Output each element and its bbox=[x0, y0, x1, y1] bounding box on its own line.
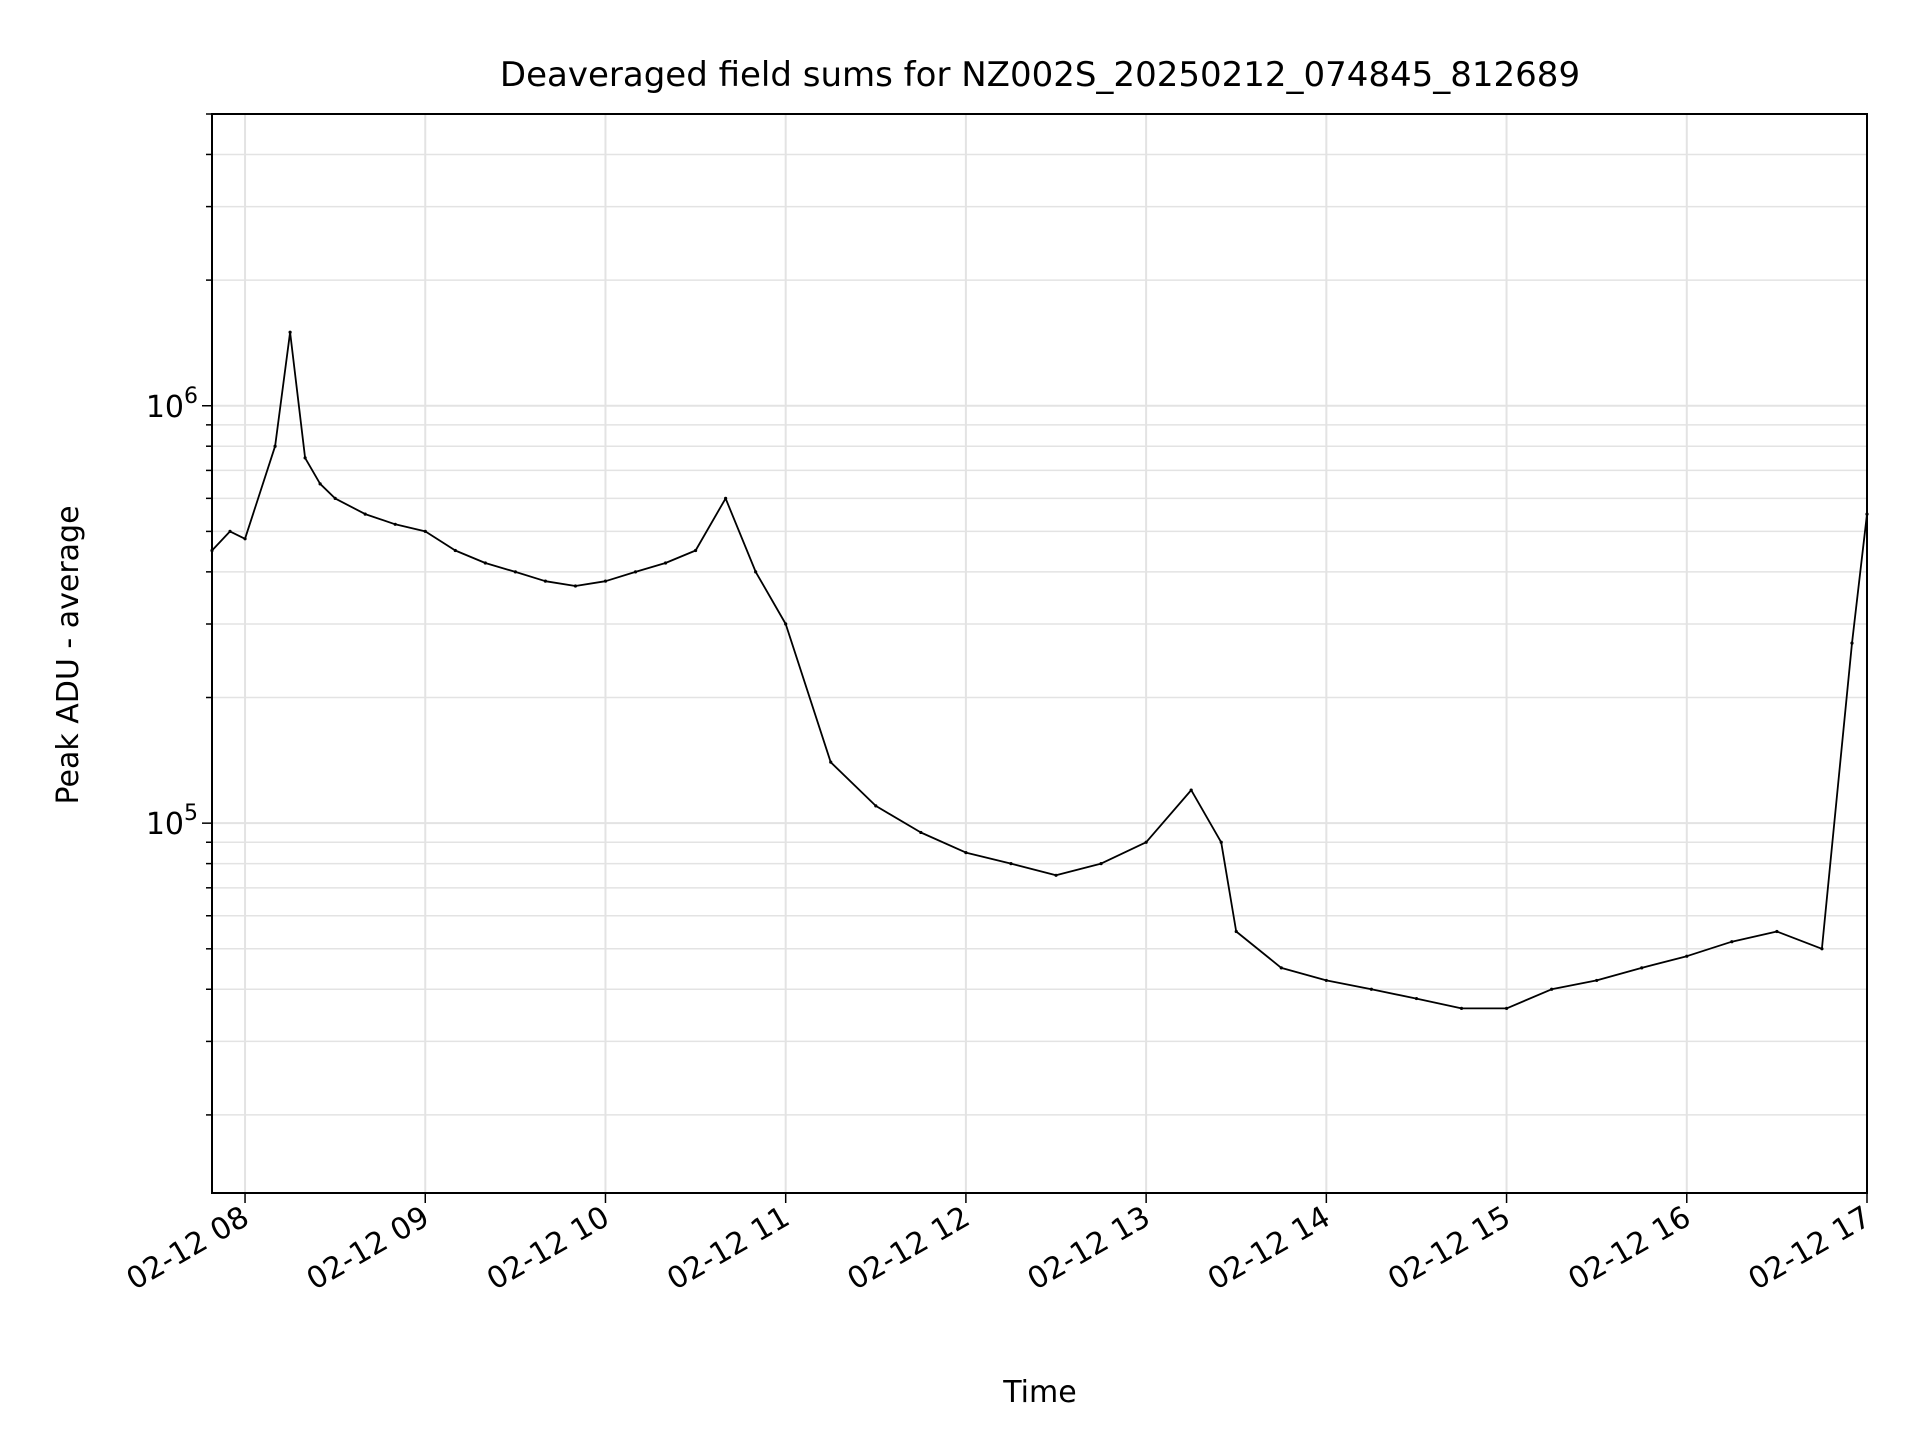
data-point bbox=[1324, 978, 1328, 983]
data-point bbox=[633, 570, 638, 574]
y-tick-label: 105 bbox=[146, 801, 198, 842]
data-point bbox=[273, 444, 277, 448]
data-point bbox=[1775, 929, 1779, 934]
data-point bbox=[1550, 987, 1554, 991]
data-point bbox=[303, 456, 307, 460]
data-point bbox=[288, 330, 292, 334]
data-point bbox=[363, 512, 367, 516]
data-point bbox=[1219, 840, 1223, 844]
data-point bbox=[423, 529, 427, 534]
x-axis-label: Time bbox=[1002, 1375, 1076, 1410]
data-point bbox=[1189, 788, 1193, 792]
data-point bbox=[333, 496, 337, 500]
data-point bbox=[243, 537, 247, 541]
data-point bbox=[1685, 954, 1689, 958]
data-layer bbox=[210, 330, 1869, 1010]
data-point bbox=[1730, 940, 1734, 944]
data-point bbox=[1595, 978, 1599, 983]
data-point bbox=[603, 579, 608, 583]
data-point bbox=[513, 570, 517, 574]
chart-title: Deaveraged field sums for NZ002S_2025021… bbox=[500, 55, 1580, 95]
data-point bbox=[693, 548, 698, 553]
data-point bbox=[874, 804, 878, 808]
y-tick-label: 106 bbox=[146, 384, 198, 425]
data-point bbox=[483, 561, 487, 565]
data-point bbox=[1279, 966, 1283, 970]
data-point bbox=[1504, 1006, 1509, 1010]
y-axis-label: Peak ADU - average bbox=[51, 505, 86, 804]
data-point bbox=[919, 830, 923, 835]
data-point bbox=[1414, 996, 1419, 1001]
data-point bbox=[228, 529, 232, 534]
data-point bbox=[1099, 862, 1103, 866]
data-point bbox=[1369, 987, 1374, 991]
data-point bbox=[724, 496, 728, 500]
data-point bbox=[1144, 840, 1148, 844]
data-point bbox=[393, 522, 397, 526]
data-point bbox=[1820, 947, 1824, 951]
data-point bbox=[964, 851, 968, 855]
data-point bbox=[543, 579, 548, 583]
data-point bbox=[1054, 873, 1058, 877]
data-point bbox=[1640, 966, 1644, 970]
data-point bbox=[754, 570, 758, 574]
data-point bbox=[318, 482, 322, 486]
data-point bbox=[1009, 862, 1013, 866]
data-point bbox=[784, 622, 788, 626]
data-point bbox=[1234, 929, 1238, 934]
data-point bbox=[1459, 1006, 1464, 1010]
data-point bbox=[573, 584, 578, 588]
plot-frame bbox=[211, 113, 1868, 1194]
data-point bbox=[829, 760, 833, 764]
data-point bbox=[663, 561, 668, 565]
data-point bbox=[1850, 641, 1854, 645]
data-point bbox=[453, 548, 457, 553]
